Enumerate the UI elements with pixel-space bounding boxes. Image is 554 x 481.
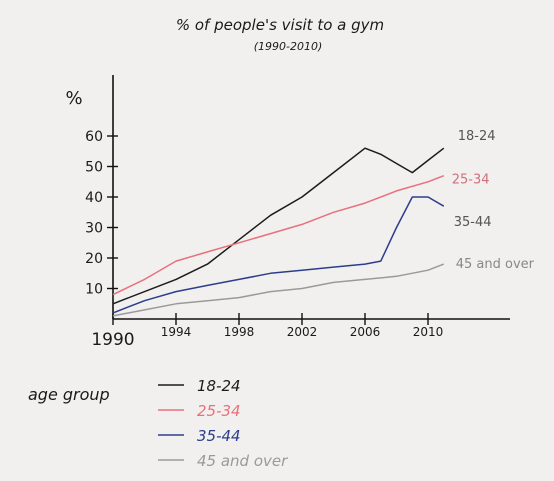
series-lines: [112, 147, 445, 317]
legend: 18-24 25-34 35-44 45 and over: [158, 377, 288, 470]
x-tick-label: 1998: [224, 325, 255, 339]
x-tick-label: 2002: [287, 325, 318, 339]
y-axis-label: %: [65, 88, 82, 109]
legend-label: 45 and over: [197, 452, 288, 470]
y-tick-label: 30: [85, 221, 103, 237]
y-tick-label: 10: [85, 282, 103, 298]
x-tick-label: 2006: [350, 325, 381, 339]
ticks: 10 20 30 40 50 60 1990 1994 1998 2002 2006 2010: [85, 129, 443, 350]
chart-subtitle: (1990-2010): [254, 40, 323, 53]
series-end-label: 35-44: [454, 215, 492, 230]
series-end-labels: 18-24 25-34 35-44 45 and over: [452, 129, 535, 272]
series-end-label: 18-24: [458, 129, 496, 144]
series-line: [112, 147, 445, 305]
x-tick-label: 2010: [413, 325, 444, 339]
y-tick-label: 40: [85, 190, 103, 206]
legend-label: 25-34: [197, 402, 241, 420]
x-tick-label: 1994: [161, 325, 192, 339]
series-line: [112, 175, 445, 296]
series-end-label: 25-34: [452, 173, 490, 188]
legend-label: 35-44: [197, 427, 241, 445]
series-line: [112, 263, 445, 317]
legend-title: age group: [28, 385, 110, 404]
axes: [112, 75, 510, 320]
legend-label: 18-24: [197, 377, 241, 395]
y-tick-label: 20: [85, 251, 103, 267]
chart-title: % of people's visit to a gym: [176, 16, 384, 34]
series-line: [112, 196, 445, 314]
series-end-label: 45 and over: [456, 257, 535, 272]
y-tick-label: 60: [85, 129, 103, 145]
y-tick-label: 50: [85, 160, 103, 176]
x-tick-label: 1990: [91, 330, 134, 350]
